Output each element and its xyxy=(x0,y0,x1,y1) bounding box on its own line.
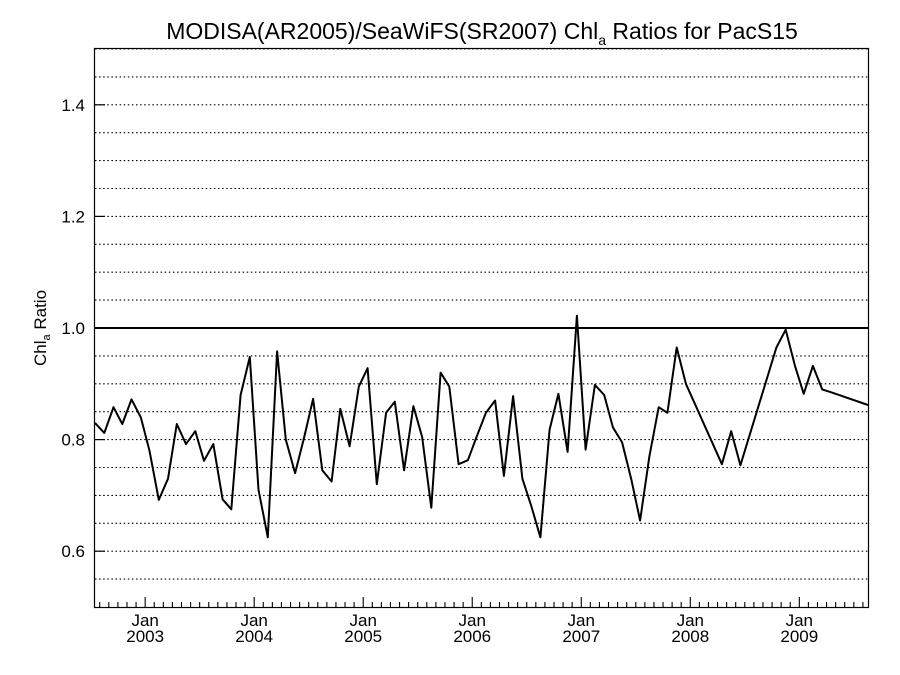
chart-title-subscript: a xyxy=(598,32,606,48)
y-axis-label-main: Chl xyxy=(31,341,50,367)
y-axis-ticks: 0.6 0.8 1.0 1.2 1.4 xyxy=(61,96,105,561)
x-tick-year-label: 2006 xyxy=(453,627,491,646)
x-tick-month-label: Jan xyxy=(349,611,376,630)
y-axis-label-tail: Ratio xyxy=(31,290,50,334)
y-tick-label: 1.0 xyxy=(61,319,85,338)
y-tick-label: 0.6 xyxy=(61,542,85,561)
y-tick-label: 1.2 xyxy=(61,207,85,226)
x-tick-month-label: Jan xyxy=(568,611,595,630)
x-tick-month-label: Jan xyxy=(131,611,158,630)
x-tick-month-label: Jan xyxy=(786,611,813,630)
x-axis-ticks: Jan2003Jan2004Jan2005Jan2006Jan2007Jan20… xyxy=(99,597,864,646)
x-tick-month-label: Jan xyxy=(459,611,486,630)
x-tick-year-label: 2004 xyxy=(235,627,273,646)
plot-frame xyxy=(93,47,870,609)
gridlines xyxy=(95,48,868,580)
y-tick-label: 0.8 xyxy=(61,431,85,450)
y-axis-label: Chla Ratio xyxy=(31,290,53,366)
x-tick-year-label: 2003 xyxy=(126,627,164,646)
x-tick-year-label: 2008 xyxy=(671,627,709,646)
chart-title-main: MODISA(AR2005)/SeaWiFS(SR2007) Chl xyxy=(166,18,598,44)
x-tick-month-label: Jan xyxy=(240,611,267,630)
y-axis-label-subscript: a xyxy=(41,334,53,341)
y-tick-label: 1.4 xyxy=(61,96,85,115)
x-tick-year-label: 2007 xyxy=(562,627,600,646)
x-tick-year-label: 2009 xyxy=(780,627,818,646)
chart-title-tail: Ratios for PacS15 xyxy=(606,18,798,44)
series-line xyxy=(94,314,869,539)
x-tick-month-label: Jan xyxy=(677,611,704,630)
chart-title: MODISA(AR2005)/SeaWiFS(SR2007) Chla Rati… xyxy=(166,18,798,48)
x-tick-year-label: 2005 xyxy=(344,627,382,646)
